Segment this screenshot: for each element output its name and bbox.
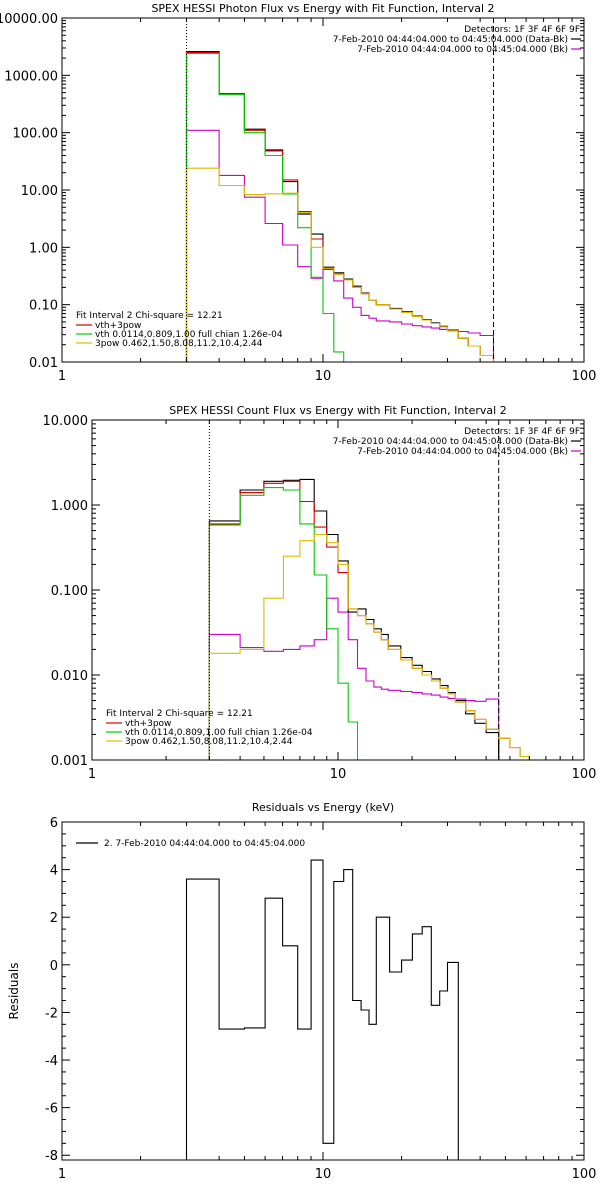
y-tick-label: -6 bbox=[45, 1102, 58, 1117]
y-tick-label: 1000.00 bbox=[4, 69, 58, 84]
x-tick-label: 100 bbox=[572, 369, 597, 384]
x-tick-label: 10 bbox=[330, 767, 347, 782]
fit-legend-text: vth 0.0114,0.809,1.00 full chian 1.26e-0… bbox=[95, 330, 283, 340]
x-tick-label: 100 bbox=[572, 1167, 597, 1182]
y-tick-label: 0.100 bbox=[51, 584, 88, 599]
series-line-0 bbox=[185, 859, 459, 1160]
fit-legend-text: 3pow 0.462,1.50,8.08,11.2,10.4,2.44 bbox=[125, 737, 293, 747]
fit-legend-text: vth+3pow bbox=[95, 321, 141, 331]
fit-legend-text: 3pow 0.462,1.50,8.08,11.2,10.4,2.44 bbox=[95, 339, 263, 349]
y-tick-label: 100.00 bbox=[13, 127, 59, 142]
y-axis-label: Residuals bbox=[7, 963, 21, 1020]
y-tick-label: 4 bbox=[50, 864, 58, 879]
x-tick-label: 100 bbox=[572, 767, 597, 782]
y-tick-label: 6 bbox=[50, 816, 58, 831]
y-tick-label: 2 bbox=[50, 911, 58, 926]
x-tick-label: 1 bbox=[88, 767, 96, 782]
x-tick-label: 1 bbox=[58, 369, 66, 384]
residual-legend-text: 2. 7-Feb-2010 04:44:04.000 to 04:45:04.0… bbox=[104, 839, 305, 849]
y-tick-label: 0.01 bbox=[29, 356, 58, 371]
x-tick-label: 1 bbox=[58, 1167, 66, 1182]
series-line-1 bbox=[185, 50, 495, 362]
series-line-4 bbox=[185, 167, 495, 362]
y-tick-label: 1.00 bbox=[29, 241, 58, 256]
fit-legend-text: vth 0.0114,0.809,1.00 full chian 1.26e-0… bbox=[125, 728, 313, 738]
y-tick-label: 10000.00 bbox=[0, 12, 58, 27]
chart-title: Residuals vs Energy (keV) bbox=[252, 801, 394, 814]
header-legend-text: Detectors: 1F 3F 4F 6F 9F bbox=[464, 25, 580, 35]
y-tick-label: 10.00 bbox=[21, 184, 58, 199]
fit-info-text: Fit Interval 2 Chi-square = 12.21 bbox=[76, 311, 223, 321]
header-legend-text: 7-Feb-2010 04:44:04.000 to 04:45:04.000 … bbox=[357, 45, 568, 55]
x-tick-label: 10 bbox=[315, 369, 332, 384]
y-tick-label: 0 bbox=[50, 959, 58, 974]
y-tick-label: 0.010 bbox=[51, 669, 88, 684]
series-line-4 bbox=[208, 533, 530, 760]
y-tick-label: 0.001 bbox=[51, 754, 88, 769]
fit-info-text: Fit Interval 2 Chi-square = 12.21 bbox=[106, 709, 253, 719]
header-legend-text: 7-Feb-2010 04:44:04.000 to 04:45:04.000 … bbox=[357, 447, 568, 457]
x-tick-label: 10 bbox=[315, 1167, 332, 1182]
header-legend-text: 7-Feb-2010 04:44:04.000 to 04:45:04.000 … bbox=[333, 35, 568, 45]
y-tick-label: -8 bbox=[45, 1149, 58, 1164]
chart-title: SPEX HESSI Photon Flux vs Energy with Fi… bbox=[151, 2, 494, 15]
series-line-2 bbox=[208, 480, 530, 760]
y-tick-label: -4 bbox=[45, 1054, 58, 1069]
fit-legend-text: vth+3pow bbox=[125, 719, 171, 729]
y-tick-label: 1.000 bbox=[51, 499, 88, 514]
header-legend-text: 7-Feb-2010 04:44:04.000 to 04:45:04.000 … bbox=[333, 437, 568, 447]
y-tick-label: -2 bbox=[45, 1006, 58, 1021]
y-tick-label: 0.10 bbox=[29, 299, 58, 314]
series-line-3 bbox=[208, 487, 359, 760]
chart-title: SPEX HESSI Count Flux vs Energy with Fit… bbox=[169, 404, 506, 417]
header-legend-text: Detectors: 1F 3F 4F 6F 9F bbox=[464, 427, 580, 437]
y-tick-label: 10.000 bbox=[43, 414, 89, 429]
